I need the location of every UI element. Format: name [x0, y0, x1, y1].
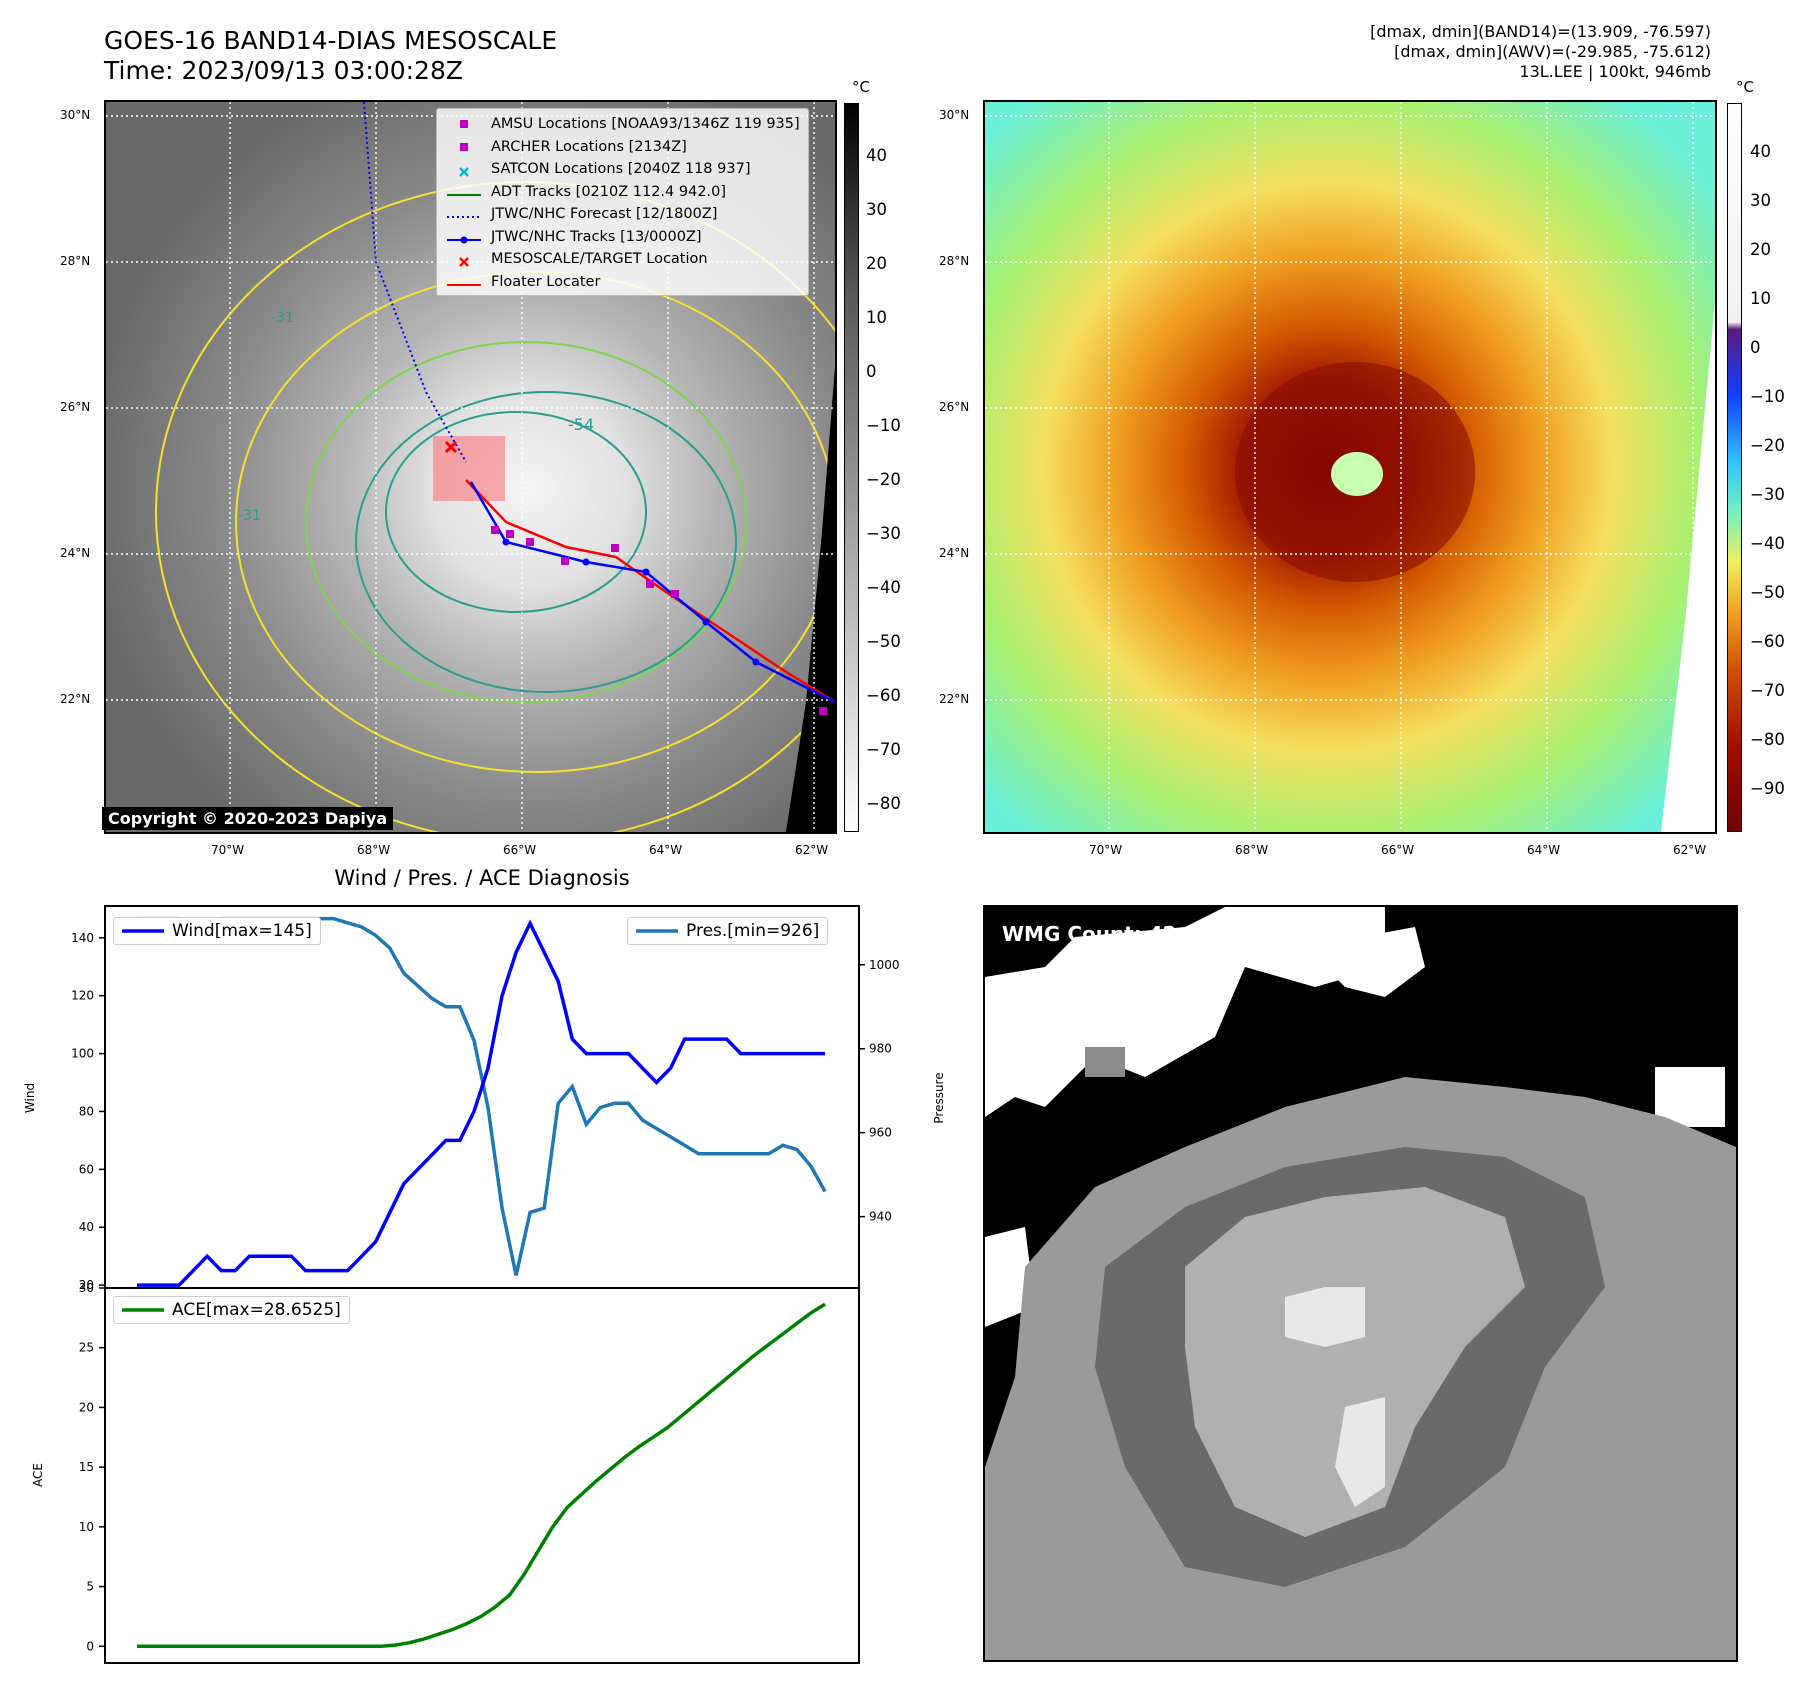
awv-lat-22: 22°N	[939, 692, 970, 706]
awv-range: [dmax, dmin](AWV)=(-29.985, -75.612)	[1394, 42, 1711, 61]
lat-label-30: 30°N	[60, 108, 91, 122]
lon-label-64: 64°W	[649, 843, 683, 857]
awv-lon-62: 62°W	[1673, 843, 1707, 857]
awv-map-svg	[985, 102, 1715, 832]
ace-tick-label: 30	[79, 1281, 94, 1295]
awv-lat-30: 30°N	[939, 108, 970, 122]
pressure-tick-label: 1000	[869, 958, 900, 972]
lat-label-22: 22°N	[60, 692, 91, 706]
pressure-ylabel: Pressure	[932, 1072, 946, 1123]
wmg-count-label: WMG Count: 42	[1002, 922, 1177, 946]
title-line-2: Time: 2023/09/13 03:00:28Z	[104, 56, 463, 85]
contour-label-2: -31	[238, 508, 261, 524]
ace-ticks: 0 5 10 15 20 25 30	[79, 1281, 105, 1653]
lat-label-24: 24°N	[60, 546, 91, 560]
lon-label-68: 68°W	[357, 843, 391, 857]
awv-lat-26: 26°N	[939, 400, 970, 414]
forecast-track	[363, 102, 467, 463]
awv-lon-66: 66°W	[1381, 843, 1415, 857]
awv-lat-24: 24°N	[939, 546, 970, 560]
ace-tick-label: 20	[79, 1400, 94, 1414]
wind-ylabel: Wind	[23, 1083, 37, 1113]
awv-grid	[985, 102, 1715, 832]
ace-tick-label: 0	[86, 1639, 94, 1653]
awv-lon-64: 64°W	[1527, 843, 1561, 857]
colorbar-gray-unit: °C	[852, 78, 870, 96]
legend-target: MESOSCALE/TARGET Location	[447, 248, 800, 271]
wind-ticks: 20 40 60 80 100 120 140	[71, 931, 105, 1292]
map-legend: AMSU Locations [NOAA93/1346Z 119 935] AR…	[436, 108, 809, 296]
awv-lat-28: 28°N	[939, 254, 970, 268]
contour-label-1: -54	[568, 415, 594, 434]
copyright-badge: Copyright © 2020-2023 Dapiya	[102, 807, 394, 830]
colorbar-color-unit: °C	[1736, 78, 1754, 96]
pressure-tick-label: 980	[869, 1042, 892, 1056]
colorbar-gray	[844, 103, 859, 832]
legend-floater: Floater Locater	[447, 273, 601, 290]
contour-label-3: -31	[271, 310, 294, 326]
pressure-ticks: 940 960 980 1000	[859, 958, 900, 1224]
lon-label-62: 62°W	[795, 843, 829, 857]
header-stats: [dmax, dmin](BAND14)=(13.909, -76.597) […	[1370, 22, 1711, 82]
ace-axes	[104, 1287, 860, 1664]
no-data-region	[786, 367, 835, 832]
legend-archer: ARCHER Locations [2134Z]	[447, 136, 800, 159]
legend-forecast: JTWC/NHC Forecast [12/1800Z]	[447, 206, 718, 222]
wind-tick-label: 100	[71, 1047, 94, 1061]
colorbar-color	[1727, 103, 1742, 832]
ace-tick-label: 5	[86, 1580, 94, 1594]
ace-tick-label: 10	[79, 1520, 94, 1534]
pressure-line	[137, 916, 827, 1276]
title-line-1: GOES-16 BAND14-DIAS MESOSCALE	[104, 26, 558, 55]
lat-label-28: 28°N	[60, 254, 91, 268]
wind-legend: Wind[max=145]	[113, 917, 321, 945]
wind-line	[137, 919, 825, 1287]
legend-adt: ADT Tracks [0210Z 112.4 942.0]	[447, 183, 727, 200]
wmg-svg	[985, 907, 1736, 1660]
ace-tick-label: 15	[79, 1460, 94, 1474]
wind-tick-label: 60	[79, 1162, 94, 1176]
amsu-points	[491, 526, 827, 715]
wmg-panel	[983, 905, 1738, 1662]
target-marker	[444, 440, 458, 454]
pressure-tick-label: 960	[869, 1126, 892, 1140]
diagnosis-title: Wind / Pres. / ACE Diagnosis	[334, 866, 630, 890]
ace-line	[137, 1302, 826, 1649]
diagnosis-svg: 20 40 60 80 100 120 140 940 960 980 1000 0 5 10 15 20…	[23, 905, 946, 1664]
pressure-legend: Pres.[min=926]	[627, 917, 829, 945]
wind-tick-label: 20	[79, 1278, 94, 1292]
figure-title: GOES-16 BAND14-DIAS MESOSCALE Time: 2023…	[104, 26, 557, 86]
legend-amsu: AMSU Locations [NOAA93/1346Z 119 935]	[447, 113, 800, 136]
legend-tracks: JTWC/NHC Tracks [13/0000Z]	[447, 226, 800, 249]
ace-tick-label: 25	[79, 1341, 94, 1355]
floater-track	[465, 479, 835, 704]
storm-info: 13L.LEE | 100kt, 946mb	[1519, 62, 1711, 81]
legend-satcon: SATCON Locations [2040Z 118 937]	[447, 158, 800, 181]
pressure-tick-label: 940	[869, 1210, 892, 1224]
awv-map	[983, 100, 1717, 834]
ace-ylabel: ACE	[31, 1463, 45, 1487]
wind-tick-label: 120	[71, 989, 94, 1003]
band14-range: [dmax, dmin](BAND14)=(13.909, -76.597)	[1370, 22, 1711, 41]
awv-lon-68: 68°W	[1235, 843, 1269, 857]
ace-legend: ACE[max=28.6525]	[113, 1296, 350, 1324]
wind-tick-label: 80	[79, 1104, 94, 1118]
lat-label-26: 26°N	[60, 400, 91, 414]
awv-lon-70: 70°W	[1089, 843, 1123, 857]
wind-tick-label: 40	[79, 1220, 94, 1234]
lon-label-70: 70°W	[211, 843, 245, 857]
wind-axes	[104, 905, 860, 1289]
lon-label-66: 66°W	[503, 843, 537, 857]
wind-tick-label: 140	[71, 931, 94, 945]
floater-box	[433, 436, 505, 501]
